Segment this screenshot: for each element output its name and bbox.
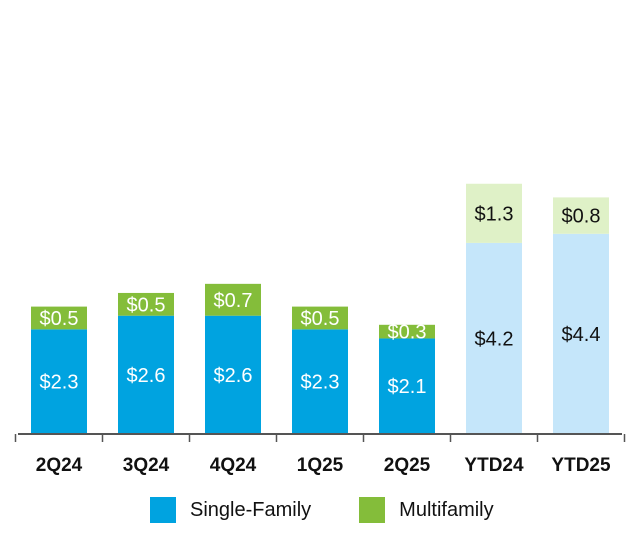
data-label-multifamily-1q25: $0.5 [301,308,340,330]
x-tick-label-ytd24: YTD24 [464,455,524,476]
legend: Single-Family Multifamily [150,497,542,523]
legend-item-single-family: Single-Family [150,497,311,523]
data-label-single-family-3q24: $2.6 [127,365,166,387]
data-label-multifamily-2q25: $0.3 [388,322,427,344]
legend-swatch-multifamily [359,497,386,523]
data-label-multifamily-ytd25: $0.8 [562,206,601,228]
bar-multifamily-ytd24 [466,183,522,243]
bar-single-family-1q25 [292,329,348,434]
data-label-single-family-ytd24: $4.2 [475,328,514,350]
data-label-single-family-2q25: $2.1 [388,376,427,398]
x-tick-label-2q25: 2Q25 [384,455,431,476]
bar-single-family-2q24 [31,329,87,434]
bar-single-family-3q24 [118,315,174,434]
x-axis-ticks [14,434,626,442]
x-axis-tick-labels: 2Q24 3Q24 4Q24 1Q25 2Q25 YTD24 YTD25 [36,455,611,476]
data-label-single-family-1q25: $2.3 [301,372,340,394]
bars-layer [31,183,609,434]
bar-multifamily-1q25 [292,306,348,330]
data-label-single-family-2q24: $2.3 [40,372,79,394]
bar-multifamily-4q24 [205,283,261,316]
bar-multifamily-2q24 [31,306,87,330]
bar-single-family-ytd24 [466,242,522,434]
x-tick-label-2q24: 2Q24 [36,455,83,476]
data-label-multifamily-2q24: $0.5 [40,308,79,330]
bar-single-family-ytd25 [553,233,609,434]
data-label-multifamily-ytd24: $1.3 [475,203,514,225]
data-label-multifamily-4q24: $0.7 [214,290,253,312]
bar-single-family-2q25 [379,338,435,434]
legend-label-single-family: Single-Family [190,498,312,521]
bar-multifamily-3q24 [118,292,174,316]
data-label-single-family-4q24: $2.6 [214,365,253,387]
value-labels-layer: $2.3 $0.5 $2.6 $0.5 $2.6 $0.7 $2.3 $0.5 $2.1 $0.3… [40,203,601,398]
legend-item-multifamily: Multifamily [359,497,494,523]
legend-label-multifamily: Multifamily [399,498,494,521]
legend-swatch-single-family [150,497,176,523]
bar-multifamily-2q25 [379,324,435,339]
x-tick-label-1q25: 1Q25 [297,455,344,476]
bar-single-family-4q24 [205,315,261,434]
x-tick-label-4q24: 4Q24 [210,455,257,476]
data-label-single-family-ytd25: $4.4 [562,324,601,346]
bar-multifamily-ytd25 [553,197,609,234]
x-tick-label-3q24: 3Q24 [123,455,170,476]
data-label-multifamily-3q24: $0.5 [127,294,166,316]
x-tick-label-ytd25: YTD25 [551,455,611,476]
